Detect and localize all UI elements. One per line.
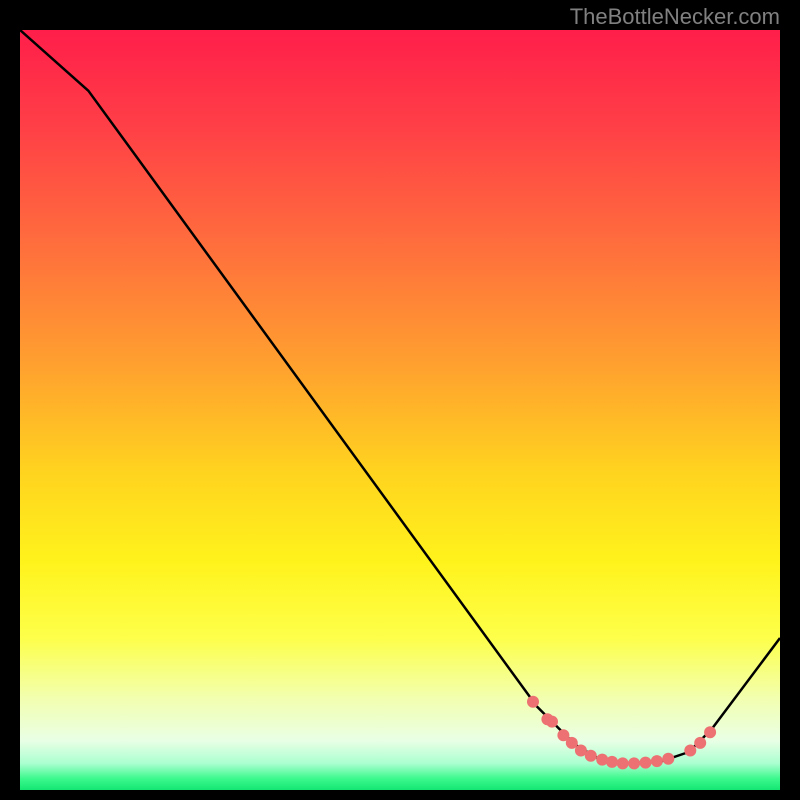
curve-marker — [684, 745, 696, 757]
curve-marker — [662, 753, 674, 765]
curve-marker — [694, 737, 706, 749]
curve-marker — [546, 716, 558, 728]
curve-marker — [704, 726, 716, 738]
gradient-background — [20, 30, 780, 790]
curve-marker — [640, 757, 652, 769]
curve-marker — [617, 757, 629, 769]
chart-container — [20, 30, 780, 790]
watermark: TheBottleNecker.com — [570, 4, 780, 30]
curve-marker — [527, 696, 539, 708]
gradient-chart — [20, 30, 780, 790]
curve-marker — [585, 750, 597, 762]
curve-marker — [628, 757, 640, 769]
curve-marker — [606, 756, 618, 768]
curve-marker — [651, 755, 663, 767]
